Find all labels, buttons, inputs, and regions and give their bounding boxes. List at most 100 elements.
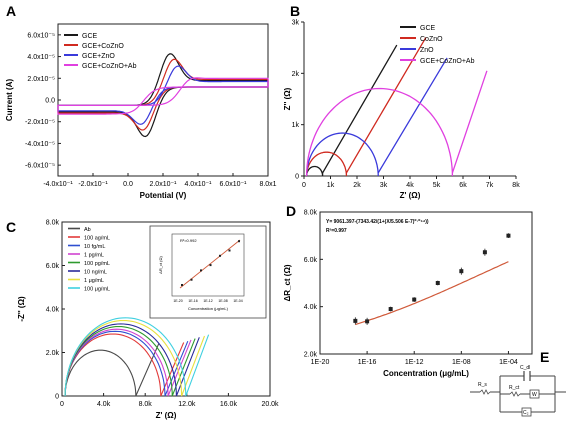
panel-b-y-tick-label: 1k [292,122,300,129]
panel-e-equivalent-circuit: R_s C_dl R_ct W C₂ [470,365,566,417]
panel-c-inset-point [181,284,183,286]
circuit-rct-label: R_ct [509,385,520,391]
panel-a-cyclic-voltammetry: -4.0x10⁻¹ -2.0x10⁻¹ 0.0 2.0x10⁻¹ 4.0x10⁻¹ 6.0… [5,23,277,200]
panel-c-inset-x-tick-label: 1E-20 [173,299,182,303]
panel-c-inset-r2: R²=0.992 [180,238,197,243]
panel-c-inset-point [190,278,193,281]
panel-c-inset-frame [149,225,267,319]
panel-b-x-tick-label: 5k [433,182,441,189]
panel-d-x-tick-label: 1E-20 [311,359,330,366]
panel-d-data-point [459,269,464,274]
panel-b-series-0-curve [305,44,398,177]
panel-c-y-tick-label: 6.0k [46,263,60,270]
panel-c-legend-label: 10 ng/mL [84,270,107,276]
panel-d-y-tick-label: 2.0k [304,352,318,359]
panel-c-inset-point [219,254,221,257]
panel-a-legend-label: GCE+CoZnO [82,43,124,50]
panel-c-legend-label: 10 fg/mL [84,244,105,250]
panel-a-legend-label: GCE+CoZnO+Ab [82,63,137,70]
panel-c-legend-label: 1 pg/mL [84,253,104,259]
panel-d-fit-curve [355,261,509,326]
panel-c-x-tick-label: 16.0k [220,401,238,408]
panel-c-y-tick-label: 2.0k [46,350,60,357]
panel-d-data-point [388,307,393,312]
panel-b-series-1-curve [305,37,427,177]
panel-a-x-tick-label: 8.0x1 [259,181,276,188]
circuit-rs-resistor [479,389,491,395]
panel-c-x-axis-label: Z' (Ω) [156,411,177,420]
panel-b-x-tick-label: 4k [406,182,414,189]
panel-b-x-tick-label: 2k [353,182,361,189]
panel-d-data-point [482,250,487,255]
panel-c-x-tick-label: 8.0k [139,401,153,408]
panel-a-y-tick-label: -6.0x10⁻⁵ [25,163,55,170]
panel-c-inset-point [238,240,240,243]
panel-d-y-axis-label: ΔR_ct (Ω) [283,264,292,301]
panel-d-data-point [506,233,511,238]
panel-b-legend-label: GCE+CoZnO+Ab [420,58,475,65]
panel-c-x-tick-label: 12.0k [178,401,196,408]
panel-a-y-axis-label: Current (A) [5,79,14,122]
panel-d-y-tick-label: 4.0k [304,304,318,311]
panel-c-x-tick-label: 0 [60,401,64,408]
panel-c-y-tick-label: 0 [55,394,59,401]
panel-a-legend-label: GCE [82,33,98,40]
circuit-cdl-label: C_dl [520,365,530,371]
circuit-rct-resistor [509,391,521,397]
panel-d-data-point [365,319,370,324]
panel-b-x-tick-label: 1k [327,182,335,189]
panel-d-y-tick-label: 6.0k [304,257,318,264]
panel-c-inset-point [200,269,202,272]
panel-c-y-axis-label: -Z'' (Ω) [17,296,26,322]
panel-a-y-tick-label: -2.0x10⁻⁵ [25,119,55,126]
panel-b-legend-label: CoZnO [420,36,443,43]
panel-b-x-tick-label: 0 [302,182,306,189]
panel-c-inset-point [228,249,231,252]
panel-b-legend-label: ZnO [420,47,434,54]
panel-b-series-2-curve [305,57,448,177]
circuit-warburg-label: W [532,392,537,398]
panel-label-c: C [6,219,16,235]
panel-a-x-tick-label: -2.0x10⁻¹ [78,181,108,188]
panel-a-y-tick-label: 4.0x10⁻⁵ [27,54,55,61]
panel-b-series-3-curve [305,70,488,177]
panel-label-b: B [290,3,300,19]
panel-b-y-tick-label: 3k [292,20,300,27]
panel-d-data-point [412,297,417,302]
panel-b-x-tick-label: 7k [486,182,494,189]
panel-d-equation: Y= 9061.397-(7343.42/(1+(X/5.506 E-7)⁰·⁰… [326,219,429,225]
panel-a-x-tick-label: 0.0 [123,181,133,188]
panel-c-inset-x-tick-label: 1E-12 [203,299,212,303]
panel-d-plot-frame [319,211,533,355]
panel-c-legend-label: 100 μg/mL [84,287,110,293]
panel-a-x-axis-label: Potential (V) [140,191,187,200]
panel-b-x-axis-label: Z' (Ω) [400,191,421,200]
panel-c-legend-label: 100 ag/mL [84,236,110,242]
panel-a-series-3-curve [57,77,269,115]
panel-a-x-tick-label: 2.0x10⁻¹ [149,181,177,188]
panel-c-inset-x-tick-label: 1E-16 [188,299,197,303]
panel-c-nyquist-concentrations: 0 4.0k 8.0k 12.0k 16.0k 20.0k 0 2.0k 4.0k 6.0k 8.0… [17,220,279,421]
panel-b-y-axis-label: Z'' (Ω) [283,87,292,110]
panel-c-x-tick-label: 4.0k [97,401,111,408]
panel-c-inset-fit-line [179,239,241,289]
panel-label-e: E [540,349,549,365]
panel-a-x-tick-label: 4.0x10⁻¹ [184,181,212,188]
panel-a-y-tick-label: 2.0x10⁻⁵ [27,76,55,83]
panel-c-x-tick-label: 20.0k [261,401,279,408]
panel-d-calibration-curve: 1E-20 1E-16 1E-12 1E-08 1E-04 2.0k 4.0k 6.0k 8.0… [283,210,533,378]
panel-c-y-tick-label: 4.0k [46,307,60,314]
panel-c-inset-x-tick-label: 1E-04 [233,299,242,303]
panel-c-series-7-curve [64,317,210,397]
panel-b-y-tick-label: 2k [292,71,300,78]
panel-b-nyquist-plot: 0 1k 2k 3k 4k 5k 6k 7k 8k 0 1k 2k 3k Z' (Ω) Z'' (Ω) GCE… [283,20,520,201]
panel-a-x-tick-label: 6.0x10⁻¹ [219,181,247,188]
panel-b-legend-label: GCE [420,25,436,32]
panel-b-y-tick-label: 0 [295,174,299,181]
circuit-rs-label: R_s [478,382,487,388]
panel-c-legend-label: 100 pg/mL [84,261,110,267]
panel-a-legend-label: GCE+ZnO [82,53,115,60]
panel-b-x-tick-label: 3k [380,182,388,189]
panel-c-legend-label: 1 μg/mL [84,278,104,284]
